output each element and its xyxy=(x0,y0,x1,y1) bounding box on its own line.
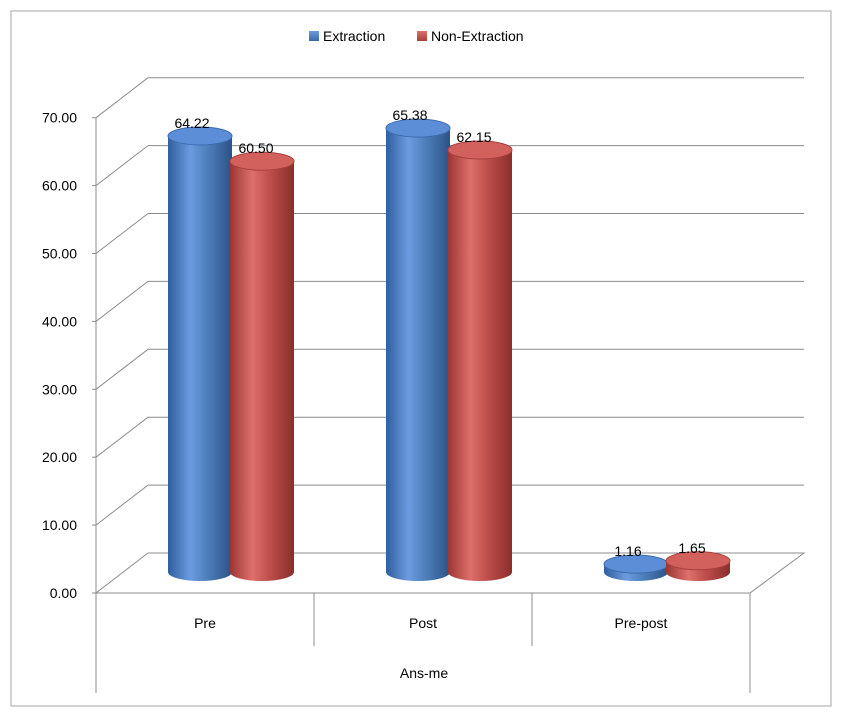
y-tick-label: 30.00 xyxy=(42,381,77,397)
bars xyxy=(167,118,731,581)
data-label: 60.50 xyxy=(238,140,273,156)
x-tick-label: Pre xyxy=(194,615,216,631)
y-tick-label: 50.00 xyxy=(42,246,77,262)
bar-extraction-post xyxy=(385,118,451,581)
data-label: 1.65 xyxy=(678,540,705,556)
data-label: 64.22 xyxy=(174,115,209,131)
x-tick-label: Post xyxy=(409,615,437,631)
x-axis: Pre Post Pre-post Ans-me xyxy=(95,593,751,693)
bar-extraction-pre xyxy=(167,126,233,581)
bar-top xyxy=(167,126,233,146)
bar-non-extraction-pre-post xyxy=(665,551,731,581)
bar-body xyxy=(386,128,450,581)
bar-non-extraction-pre xyxy=(229,151,295,581)
y-tick-label: 60.00 xyxy=(42,178,77,194)
legend-swatch-non-extraction xyxy=(417,31,427,41)
gridline-side xyxy=(95,213,149,254)
y-axis: 0.00 10.00 20.00 30.00 40.00 50.00 60.00 70.00 xyxy=(42,110,97,601)
y-tick-label: 40.00 xyxy=(42,313,77,329)
gridline-side xyxy=(95,281,149,322)
legend-label-extraction: Extraction xyxy=(323,28,385,44)
y-tick-label: 20.00 xyxy=(42,449,77,465)
data-label: 1.16 xyxy=(614,543,641,559)
legend-swatch-extraction xyxy=(309,31,319,41)
y-tick-label: 0.00 xyxy=(50,585,77,601)
data-labels: 64.22 60.50 65.38 62.15 1.16 1.65 xyxy=(174,107,705,559)
y-tick-label: 10.00 xyxy=(42,517,77,533)
gridline-side xyxy=(95,348,149,390)
legend-label-non-extraction: Non-Extraction xyxy=(431,28,524,44)
bar-body xyxy=(230,161,294,581)
y-tick-label: 70.00 xyxy=(42,110,77,126)
bar-top xyxy=(229,151,295,171)
x-group-label: Ans-me xyxy=(400,665,448,681)
data-label: 62.15 xyxy=(456,129,491,145)
bar-top xyxy=(447,140,513,160)
gridline-side xyxy=(95,77,149,119)
legend: Extraction Non-Extraction xyxy=(309,28,524,44)
x-tick-label: Pre-post xyxy=(615,615,668,631)
bar-top xyxy=(665,551,731,571)
bar-non-extraction-post xyxy=(447,140,513,581)
gridline-side xyxy=(95,416,149,458)
data-label: 65.38 xyxy=(392,107,427,123)
bar-body xyxy=(448,150,512,581)
bar-body xyxy=(168,135,232,581)
bar-top xyxy=(385,118,451,138)
gridline-side xyxy=(95,484,149,526)
gridline-side xyxy=(95,145,149,186)
